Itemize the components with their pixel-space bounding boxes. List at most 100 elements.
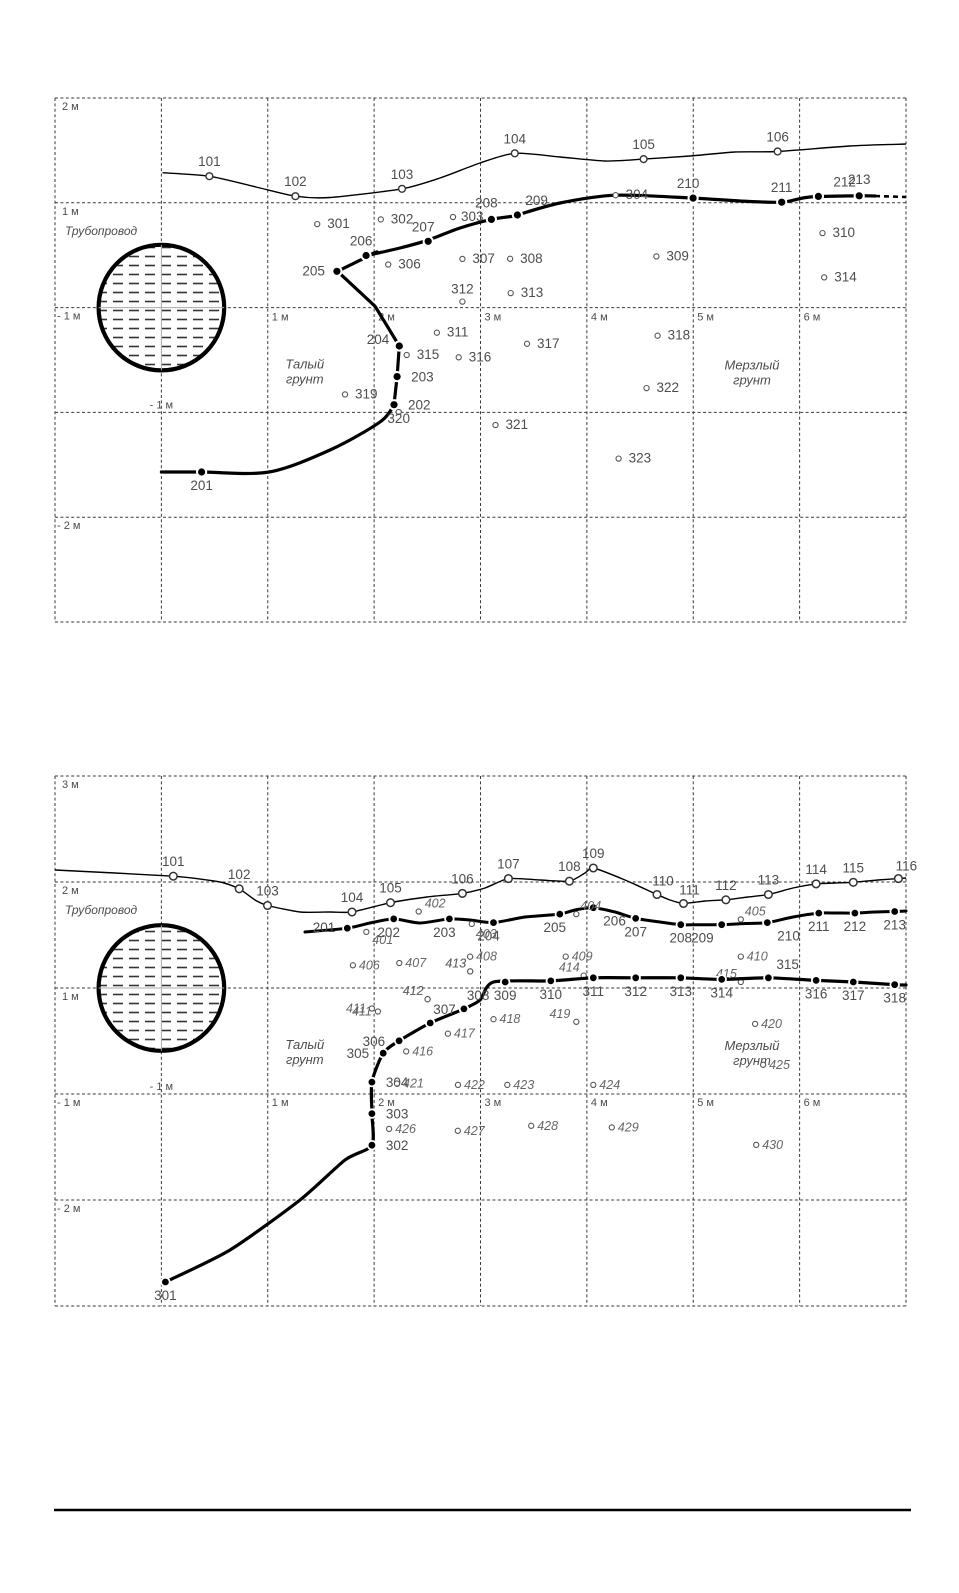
svg-text:319: 319 — [355, 386, 378, 401]
svg-text:201: 201 — [313, 920, 336, 935]
svg-text:422: 422 — [464, 1078, 485, 1092]
svg-text:210: 210 — [677, 176, 700, 191]
svg-text:302: 302 — [386, 1138, 409, 1153]
svg-text:5 м: 5 м — [697, 1097, 714, 1109]
svg-text:213: 213 — [883, 918, 906, 933]
svg-text:Трубопровод: Трубопровод — [65, 903, 138, 917]
svg-text:209: 209 — [691, 931, 714, 946]
svg-text:401: 401 — [372, 933, 393, 947]
svg-text:Трубопровод: Трубопровод — [65, 224, 138, 238]
svg-text:101: 101 — [198, 154, 221, 169]
svg-text:103: 103 — [256, 884, 279, 899]
svg-text:430: 430 — [762, 1138, 783, 1152]
svg-text:5 м: 5 м — [697, 312, 714, 324]
svg-text:416: 416 — [412, 1044, 433, 1058]
svg-text:313: 313 — [670, 984, 693, 999]
svg-text:1 м: 1 м — [272, 1097, 289, 1109]
svg-text:421: 421 — [403, 1077, 424, 1091]
svg-text:207: 207 — [624, 924, 647, 939]
svg-text:301: 301 — [154, 1288, 177, 1303]
svg-text:314: 314 — [710, 985, 733, 1000]
svg-text:411: 411 — [352, 1005, 372, 1019]
svg-text:315: 315 — [776, 957, 799, 972]
svg-text:314: 314 — [834, 269, 857, 284]
svg-text:315: 315 — [417, 347, 440, 362]
svg-text:202: 202 — [408, 398, 431, 413]
svg-text:Мерзлый: Мерзлый — [724, 358, 779, 373]
svg-text:110: 110 — [652, 874, 674, 889]
svg-text:102: 102 — [228, 867, 251, 882]
svg-text:301: 301 — [327, 216, 350, 231]
svg-text:204: 204 — [367, 332, 390, 347]
svg-text:310: 310 — [833, 225, 856, 240]
svg-text:6 м: 6 м — [804, 1097, 821, 1109]
svg-text:грунт: грунт — [286, 372, 324, 387]
svg-text:419: 419 — [549, 1007, 570, 1021]
svg-text:410: 410 — [747, 950, 768, 964]
svg-text:402: 402 — [425, 897, 446, 911]
svg-text:- 1 м: - 1 м — [57, 311, 80, 323]
svg-text:3 м: 3 м — [62, 779, 79, 791]
svg-text:- 1 м: - 1 м — [150, 1081, 173, 1093]
svg-text:2 м: 2 м — [62, 101, 79, 113]
svg-text:303: 303 — [461, 209, 484, 224]
svg-text:208: 208 — [670, 931, 693, 946]
svg-text:109: 109 — [582, 846, 605, 861]
svg-text:317: 317 — [537, 336, 560, 351]
svg-text:211: 211 — [771, 180, 793, 195]
svg-text:426: 426 — [395, 1122, 416, 1136]
svg-text:104: 104 — [504, 131, 527, 146]
svg-text:425: 425 — [769, 1058, 790, 1072]
svg-text:- 1 м: - 1 м — [150, 399, 173, 411]
svg-text:116: 116 — [896, 859, 918, 874]
svg-text:207: 207 — [412, 219, 435, 234]
svg-text:4 м: 4 м — [591, 1097, 608, 1109]
svg-text:403: 403 — [476, 927, 497, 941]
svg-text:306: 306 — [398, 257, 421, 272]
svg-text:Талый: Талый — [285, 1037, 324, 1052]
svg-text:106: 106 — [451, 871, 474, 886]
svg-text:321: 321 — [506, 417, 529, 432]
svg-text:309: 309 — [494, 988, 517, 1003]
svg-text:310: 310 — [540, 987, 563, 1002]
svg-text:308: 308 — [520, 251, 543, 266]
svg-text:412: 412 — [403, 984, 424, 998]
svg-text:417: 417 — [454, 1027, 476, 1041]
svg-text:1 м: 1 м — [272, 312, 289, 324]
svg-text:104: 104 — [341, 890, 364, 905]
svg-text:201: 201 — [190, 478, 213, 493]
svg-text:- 2 м: - 2 м — [57, 520, 80, 532]
svg-text:307: 307 — [433, 1002, 456, 1017]
svg-text:115: 115 — [843, 860, 865, 875]
svg-text:213: 213 — [848, 172, 871, 187]
svg-text:106: 106 — [766, 130, 789, 145]
svg-text:413: 413 — [445, 956, 466, 970]
svg-text:313: 313 — [521, 285, 544, 300]
svg-text:420: 420 — [761, 1017, 782, 1031]
svg-text:112: 112 — [715, 878, 737, 893]
svg-text:210: 210 — [777, 929, 800, 944]
svg-text:107: 107 — [497, 857, 520, 872]
svg-text:418: 418 — [500, 1012, 521, 1026]
svg-text:302: 302 — [391, 211, 414, 226]
svg-text:грунт: грунт — [286, 1052, 324, 1067]
svg-text:323: 323 — [629, 451, 652, 466]
svg-text:206: 206 — [603, 914, 626, 929]
svg-text:316: 316 — [469, 349, 492, 364]
svg-text:212: 212 — [844, 919, 867, 934]
svg-text:101: 101 — [162, 854, 185, 869]
svg-text:3 м: 3 м — [485, 312, 502, 324]
svg-text:206: 206 — [350, 234, 373, 249]
svg-text:404: 404 — [580, 899, 601, 913]
svg-text:317: 317 — [842, 988, 865, 1003]
svg-text:423: 423 — [513, 1078, 534, 1092]
svg-text:211: 211 — [808, 919, 830, 934]
svg-text:405: 405 — [745, 904, 766, 918]
svg-text:2 м: 2 м — [62, 885, 79, 897]
svg-text:203: 203 — [433, 925, 456, 940]
svg-text:108: 108 — [558, 859, 581, 874]
svg-text:205: 205 — [544, 920, 567, 935]
svg-text:Талый: Талый — [285, 357, 324, 372]
svg-text:303: 303 — [386, 1107, 409, 1122]
svg-text:113: 113 — [758, 873, 780, 888]
